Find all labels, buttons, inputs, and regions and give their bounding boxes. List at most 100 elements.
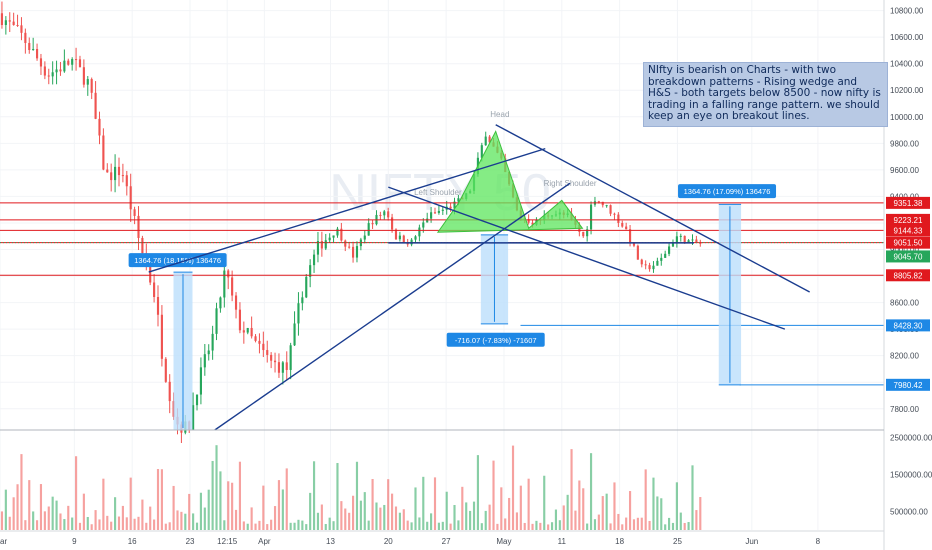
volume-bar [309,492,312,530]
volume-bar [312,461,316,530]
candle-body [121,175,124,177]
trendline [214,182,571,431]
volume-bar [47,506,50,530]
volume-bar [324,524,327,530]
candle-body [32,48,35,51]
volume-bar [391,493,394,530]
volume-bar [102,478,105,530]
volume-bar [500,487,503,530]
trendlines [148,124,810,431]
volume-bar [527,478,530,530]
volume-bar [617,513,620,530]
candle-body [16,25,19,27]
measure-label-box [678,184,777,199]
volume-bar [515,512,519,530]
volume-bar [180,511,183,530]
candle-body [632,242,636,246]
candle-body [43,66,46,76]
volume-bar [344,508,347,530]
price-tick-label: 10800.00 [890,7,924,16]
candle-body [367,223,370,236]
volume-bar [340,501,343,530]
candle-body [371,223,374,225]
volume-bar [488,504,491,530]
candle-body [453,201,456,209]
candle-body [636,245,639,260]
price-tick-label: 10400.00 [890,60,924,69]
candle-body [258,340,261,344]
candle-body [106,169,109,173]
candle-body [601,201,604,206]
candle-body [484,136,487,146]
volume-bar [668,517,671,530]
candle-body [309,265,312,277]
time-tick-label: 18 [615,537,624,546]
price-badge-label: 9051.50 [894,239,923,248]
volume-bar [351,495,355,530]
candle-body [238,309,242,331]
volume-tick-label: 1500000.00 [890,471,932,480]
volume-bar [8,516,11,530]
candle-body [332,235,335,238]
volume-bar [437,522,440,530]
volume-bar [410,522,413,530]
volume-bar [496,523,499,530]
price-badge [886,196,930,209]
volume-bar [78,522,82,530]
volume-bar [554,509,558,530]
volume-tick-label: 2500000.00 [890,434,932,443]
volume-bar [589,453,593,530]
candle-body [398,235,401,240]
volume-bar [660,498,663,530]
candle-body [55,69,58,73]
candle-body [664,253,667,258]
candle-body [351,246,355,258]
volume-bar [301,520,304,530]
candle-body [149,265,152,283]
candle-body [250,327,253,337]
volume-tick-label: 500000.00 [890,508,928,517]
volume-bar [199,492,202,530]
time-tick-label: 9 [72,537,77,546]
price-badge [886,213,930,226]
price-badge-label: 7980.42 [894,381,923,390]
volume-bar [4,489,7,530]
volume-bar [219,471,222,530]
volume-bar [273,506,277,530]
volume-bar [156,469,160,530]
volume-bar [305,524,308,530]
price-badge [886,378,930,391]
candle-body [160,314,163,359]
candle-body [129,186,132,210]
volume-bar [367,520,370,530]
candle-body [691,239,694,241]
candle-body [394,229,398,240]
candle-body [379,214,382,216]
time-tick-label: 27 [442,537,451,546]
volume-bar [484,510,487,530]
volume-bar [632,519,636,530]
volume-bar [605,493,608,530]
pattern-label: Head [490,110,509,119]
volume-bar [114,497,117,530]
time-tick-label: 23 [186,537,195,546]
candle-body [589,204,593,230]
candle-body [402,235,405,243]
candle-body [223,270,226,298]
analysis-note: NIfty is bearish on Charts - with two br… [643,62,888,127]
candle-body [336,228,339,236]
candle-body [28,42,31,51]
time-tick-label: 8 [816,537,821,546]
volume-bar [51,496,54,530]
volume-bar [574,510,577,530]
volume-bar [671,522,675,530]
pattern-label: Left Shoulder [414,188,462,197]
candle-body [231,277,234,296]
volume-bar [137,516,140,530]
price-tick-label: 10200.00 [890,86,924,95]
volume-bar [445,491,448,530]
volume-bar [687,522,690,530]
candle-body [586,229,589,237]
time-tick-label: 20 [384,537,393,546]
